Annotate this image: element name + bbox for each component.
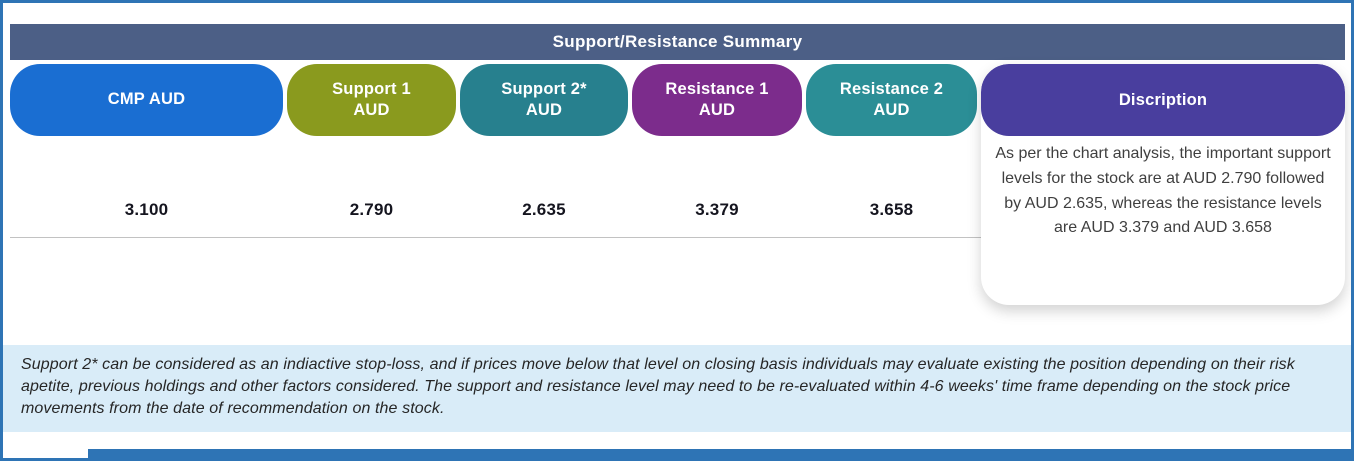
column-header-resistance-2: Resistance 2 AUD	[806, 64, 977, 136]
column-header-sublabel: AUD	[873, 101, 910, 119]
column-header-sublabel: AUD	[353, 101, 390, 119]
column-header-sublabel: AUD	[525, 101, 563, 119]
column-header-label: Resistance 1	[665, 79, 769, 98]
bottom-accent-bar	[88, 449, 1351, 458]
table-title: Support/Resistance Summary	[552, 32, 803, 51]
table-title-bar: Support/Resistance Summary	[10, 24, 1345, 60]
column-header-support-2: Support 2* AUD	[460, 64, 628, 136]
column-header-support-1: Support 1 AUD	[287, 64, 456, 136]
row-separator	[10, 237, 985, 238]
footnote-band: Support 2* can be considered as an india…	[3, 345, 1351, 432]
value-support-1: 2.790	[349, 200, 394, 219]
value-resistance-1: 3.379	[695, 200, 739, 219]
value-cmp-aud: 3.100	[124, 200, 169, 219]
value-support-2: 2.635	[522, 200, 566, 219]
description-text: As per the chart analysis, the important…	[995, 145, 1331, 237]
column-header-label: Support 1	[332, 79, 411, 98]
column-header-label: Discription	[1118, 90, 1208, 109]
column-header-sublabel: AUD	[698, 101, 736, 119]
column-header-label: Resistance 2	[839, 79, 944, 98]
column-header-resistance-1: Resistance 1 AUD	[632, 64, 802, 136]
column-header-cmp-aud: CMP AUD	[10, 64, 283, 136]
column-header-label: Support 2*	[501, 79, 587, 98]
value-resistance-2: 3.658	[869, 200, 914, 219]
column-header-label: CMP AUD	[107, 90, 186, 109]
description-card: Discription As per the chart analysis, t…	[981, 64, 1345, 305]
footnote-text: Support 2* can be considered as an india…	[21, 356, 1295, 418]
column-header-discription: Discription	[981, 64, 1345, 136]
